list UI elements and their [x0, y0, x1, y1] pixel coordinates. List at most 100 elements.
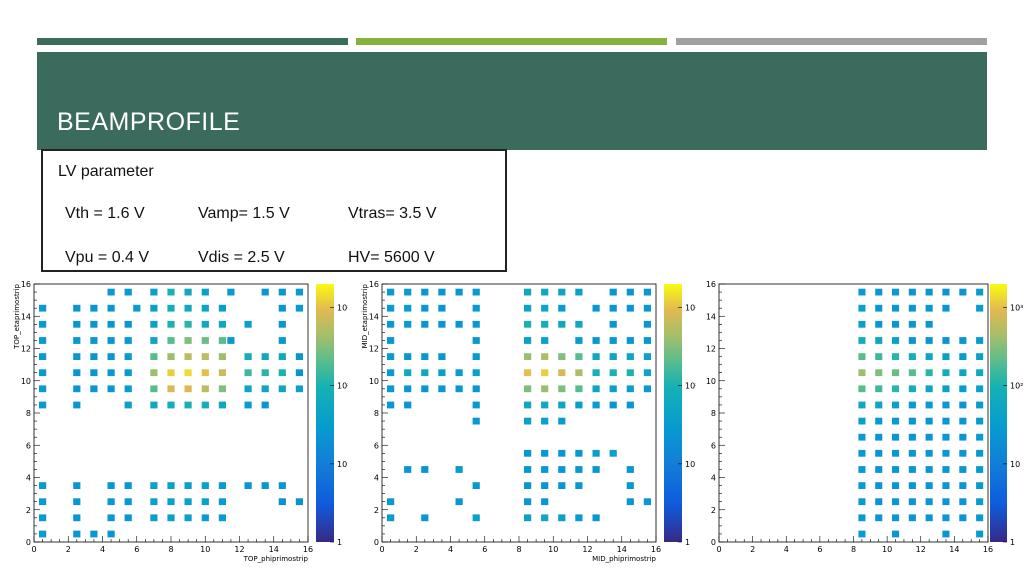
heatmap-cell [592, 369, 600, 377]
heatmap-cell [892, 337, 900, 344]
heatmap-cell [201, 304, 209, 312]
heatmap-cell [184, 320, 192, 328]
heatmap-cell [278, 482, 286, 489]
heatmap-cell [942, 498, 950, 506]
heatmap-cell [73, 337, 81, 344]
heatmap-cell [472, 288, 480, 296]
heatmap-cell [976, 482, 984, 489]
heatmap-cell [541, 304, 549, 312]
heatmap-cell [455, 369, 463, 377]
heatmap-cell [218, 498, 226, 506]
heatmap-cell [227, 288, 235, 296]
heatmap-cell [908, 514, 916, 522]
heatmap-cell [201, 514, 209, 522]
heatmap-cell [73, 304, 81, 312]
heatmap-cell [942, 514, 950, 522]
heatmap-cell [438, 304, 446, 312]
heatmap-cell [908, 337, 916, 344]
heatmap-cell [244, 369, 252, 377]
heatmap-cell [541, 498, 549, 506]
heatmap-cell [858, 466, 866, 473]
heatmap-cell [455, 466, 463, 473]
colorbar-tick-label: 10² [337, 382, 348, 391]
x-tick-label: 6 [482, 545, 487, 554]
heatmap-cell [472, 385, 480, 393]
heatmap-cell [558, 401, 566, 409]
heatmap-cell [39, 369, 47, 377]
heatmap-cell [925, 433, 933, 441]
heatmap-cell [90, 304, 98, 312]
heatmap-cell [959, 482, 967, 489]
y-tick-label: 0 [711, 538, 716, 547]
heatmap-cell [892, 320, 900, 328]
mid-heatmap: 0 2 4 6 8 10 12 14 160246810121416MID_phiprimost… [361, 280, 696, 563]
heatmap-cell [592, 353, 600, 360]
heatmap-cell [942, 288, 950, 296]
x-tick-label: 14 [269, 545, 279, 554]
y-tick-label: 14 [21, 312, 31, 321]
heatmap-cell [387, 369, 395, 377]
heatmap-cell [976, 385, 984, 393]
heatmap-cell [942, 304, 950, 312]
heatmap-cell [626, 401, 634, 409]
heatmap-cell [438, 353, 446, 360]
heatmap-cell [976, 304, 984, 312]
heatmap-cell [107, 320, 115, 328]
heatmap-cell [261, 385, 269, 393]
heatmap-cell [39, 385, 47, 393]
slide-title: BEAMPROFILE [57, 108, 241, 136]
heatmap-cells [858, 288, 984, 538]
vpu-value: Vpu = 0.4 V [65, 249, 150, 266]
heatmap-cell [167, 369, 175, 377]
y-tick-label: 10 [706, 377, 716, 386]
colorbar-tick-label: 10 [337, 460, 347, 469]
axis-ticks [33, 283, 309, 543]
heatmap-cell [167, 320, 175, 328]
heatmap-cell [472, 514, 480, 522]
heatmap-cell [107, 514, 115, 522]
heatmap-cell [908, 288, 916, 296]
heatmap-cell [908, 417, 916, 425]
heatmap-cell [218, 337, 226, 344]
heatmap-cell [167, 353, 175, 360]
heatmap-cell [626, 466, 634, 473]
heatmap-cell [472, 369, 480, 377]
heatmap-cell [892, 514, 900, 522]
x-tick-label: 10 [548, 545, 558, 554]
heatmap-cell [626, 498, 634, 506]
x-tick-label: 10 [882, 545, 892, 554]
y-tick-label: 16 [369, 280, 379, 289]
heatmap-cell [184, 369, 192, 377]
y-axis-label: MID_etaprimostrip [361, 283, 369, 348]
heatmap-cell [524, 385, 532, 393]
heatmap-cell [908, 369, 916, 377]
heatmap-cell [438, 369, 446, 377]
heatmap-cell [387, 498, 395, 506]
heatmap-cell [90, 320, 98, 328]
x-tick-label: 16 [651, 545, 661, 554]
heatmap-cell [858, 320, 866, 328]
heatmap-cell [124, 401, 132, 409]
heatmap-cell [39, 304, 47, 312]
heatmap-cell [959, 288, 967, 296]
heatmap-cell [875, 482, 883, 489]
heatmap-cell [107, 498, 115, 506]
top-heatmap: 0 2 4 6 8 10 12 14 160246810121416TOP_phiprimost… [13, 280, 348, 563]
heatmap-cell [541, 288, 549, 296]
lv-parameter-box: LV parameter Vth = 1.6 V Vamp= 1.5 V Vtr… [41, 149, 507, 272]
heatmap-cell [858, 304, 866, 312]
heatmap-cell [959, 498, 967, 506]
heatmap-cell [218, 385, 226, 393]
heatmap-cell [626, 482, 634, 489]
heatmap-cell [925, 369, 933, 377]
heatmap-cell [976, 401, 984, 409]
heatmap-cell [387, 320, 395, 328]
heatmap-cell [387, 337, 395, 344]
heatmap-cell [387, 385, 395, 393]
heatmap-cell [167, 401, 175, 409]
heatmap-cell [609, 369, 617, 377]
heatmap-cell [261, 482, 269, 489]
mid-heatmap-panel: 0 2 4 6 8 10 12 14 16 0 2 4 6 8 10 12 14 16 MID_phiprimost… [360, 272, 696, 574]
vamp-value: Vamp= 1.5 V [198, 205, 290, 222]
heatmap-cell [592, 385, 600, 393]
